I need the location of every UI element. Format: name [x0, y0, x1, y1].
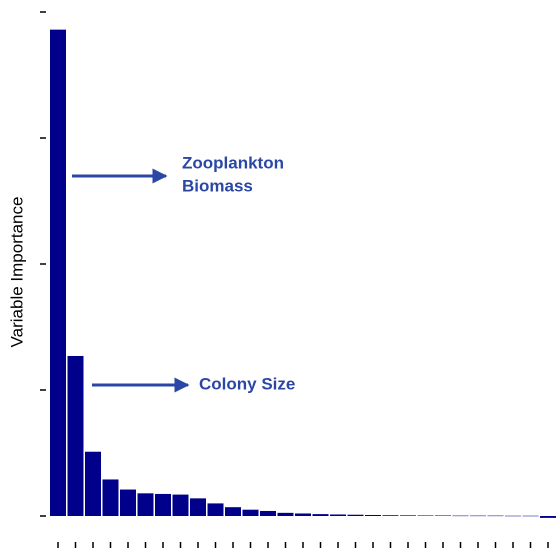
bar — [330, 514, 346, 516]
y-axis-label: Variable Importance — [7, 197, 26, 348]
bar — [207, 503, 224, 516]
bar — [50, 29, 66, 516]
bar — [260, 510, 276, 516]
bar — [277, 512, 294, 516]
bar — [522, 515, 539, 517]
bar — [242, 509, 259, 516]
bar — [365, 514, 381, 516]
bar — [452, 515, 469, 517]
bar — [382, 515, 399, 516]
bar — [312, 514, 329, 516]
bar — [102, 479, 119, 516]
bar — [190, 498, 206, 516]
bar — [120, 489, 136, 516]
bar — [435, 515, 451, 516]
annotation-text: Colony Size — [199, 374, 295, 393]
annotation-text: Biomass — [182, 176, 253, 195]
bar — [400, 515, 416, 516]
bar — [487, 515, 504, 517]
bar — [85, 451, 101, 516]
bar — [172, 494, 189, 516]
bar — [137, 493, 154, 516]
bar — [67, 355, 84, 516]
bar — [155, 493, 171, 516]
bar — [225, 507, 241, 516]
bar — [295, 513, 311, 516]
bar — [470, 515, 486, 517]
bar — [540, 516, 556, 518]
bar — [417, 515, 434, 516]
annotation-text: Zooplankton — [182, 153, 284, 172]
bar — [505, 515, 521, 517]
bar — [347, 514, 364, 516]
